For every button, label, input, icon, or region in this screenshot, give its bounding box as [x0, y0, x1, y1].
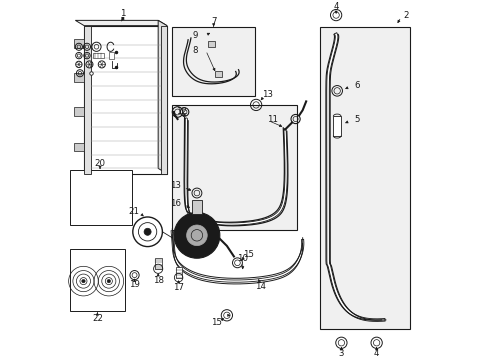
Text: 1: 1	[120, 9, 125, 18]
Bar	[172, 105, 297, 230]
Polygon shape	[75, 21, 166, 26]
Polygon shape	[158, 21, 166, 174]
Circle shape	[107, 279, 110, 283]
Bar	[93, 54, 103, 58]
Text: 10: 10	[237, 255, 248, 264]
Bar	[191, 200, 202, 214]
Text: 15: 15	[242, 250, 253, 259]
Bar	[207, 41, 215, 47]
Bar	[172, 27, 255, 96]
Text: 11: 11	[266, 114, 278, 123]
Text: 19: 19	[129, 280, 140, 289]
Bar	[175, 267, 182, 278]
Bar	[74, 73, 84, 82]
Bar	[333, 116, 340, 136]
Bar	[70, 170, 131, 225]
Bar	[160, 26, 166, 174]
Text: 5: 5	[354, 114, 359, 123]
Bar	[109, 53, 114, 59]
Bar	[74, 143, 84, 151]
Text: 2: 2	[403, 10, 408, 19]
Polygon shape	[84, 26, 166, 174]
Bar	[320, 27, 409, 329]
Text: 17: 17	[173, 283, 183, 292]
Text: 20: 20	[94, 158, 105, 167]
Text: 7: 7	[210, 17, 216, 26]
Text: 15: 15	[210, 318, 222, 327]
Text: 13: 13	[262, 90, 272, 99]
Circle shape	[81, 279, 85, 283]
Text: 12: 12	[175, 108, 186, 117]
Text: 4: 4	[333, 2, 338, 11]
Circle shape	[186, 225, 207, 246]
Text: 22: 22	[92, 314, 102, 323]
Text: 4: 4	[373, 349, 379, 358]
Bar	[84, 26, 90, 174]
Text: 18: 18	[152, 275, 163, 284]
Circle shape	[144, 228, 151, 235]
Text: 6: 6	[354, 81, 359, 90]
Text: 13: 13	[170, 181, 181, 190]
Bar	[154, 257, 162, 269]
Text: 9: 9	[192, 31, 198, 40]
Bar	[74, 107, 84, 116]
Bar	[214, 71, 221, 77]
Text: 3: 3	[338, 349, 344, 358]
Text: 16: 16	[170, 199, 181, 208]
Bar	[74, 39, 84, 48]
Text: 21: 21	[128, 207, 139, 216]
Text: 14: 14	[254, 282, 265, 291]
Bar	[70, 249, 124, 311]
Circle shape	[174, 212, 220, 258]
Text: 8: 8	[192, 46, 198, 55]
